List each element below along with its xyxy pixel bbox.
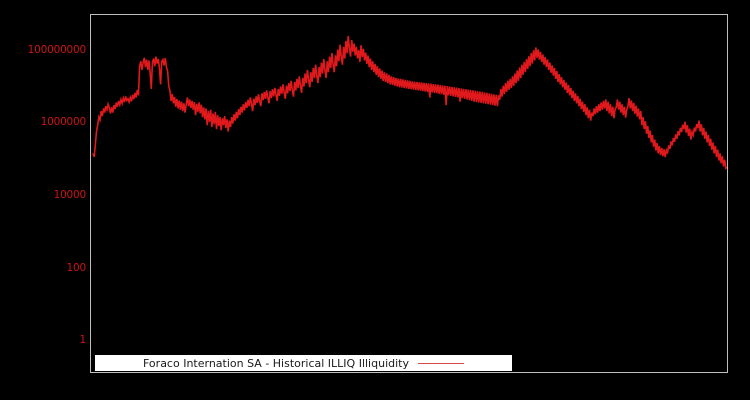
y-tick-label: 1000000 <box>40 116 87 128</box>
y-tick-label: 10000 <box>53 189 87 201</box>
y-tick-label: 100000000 <box>27 44 87 56</box>
illiq-series-line <box>92 35 727 170</box>
y-tick-label: 100 <box>66 262 87 274</box>
legend-label: Foraco Internation SA - Historical ILLIQ… <box>143 356 409 370</box>
plot-frame <box>90 14 728 373</box>
chart-legend: Foraco Internation SA - Historical ILLIQ… <box>95 355 512 371</box>
plot-area <box>91 15 727 372</box>
y-tick-label: 1 <box>79 334 87 346</box>
y-axis: 100000000 1000000 10000 100 1 <box>0 0 90 400</box>
legend-entry: Foraco Internation SA - Historical ILLIQ… <box>143 357 464 370</box>
line-swatch <box>418 362 464 364</box>
